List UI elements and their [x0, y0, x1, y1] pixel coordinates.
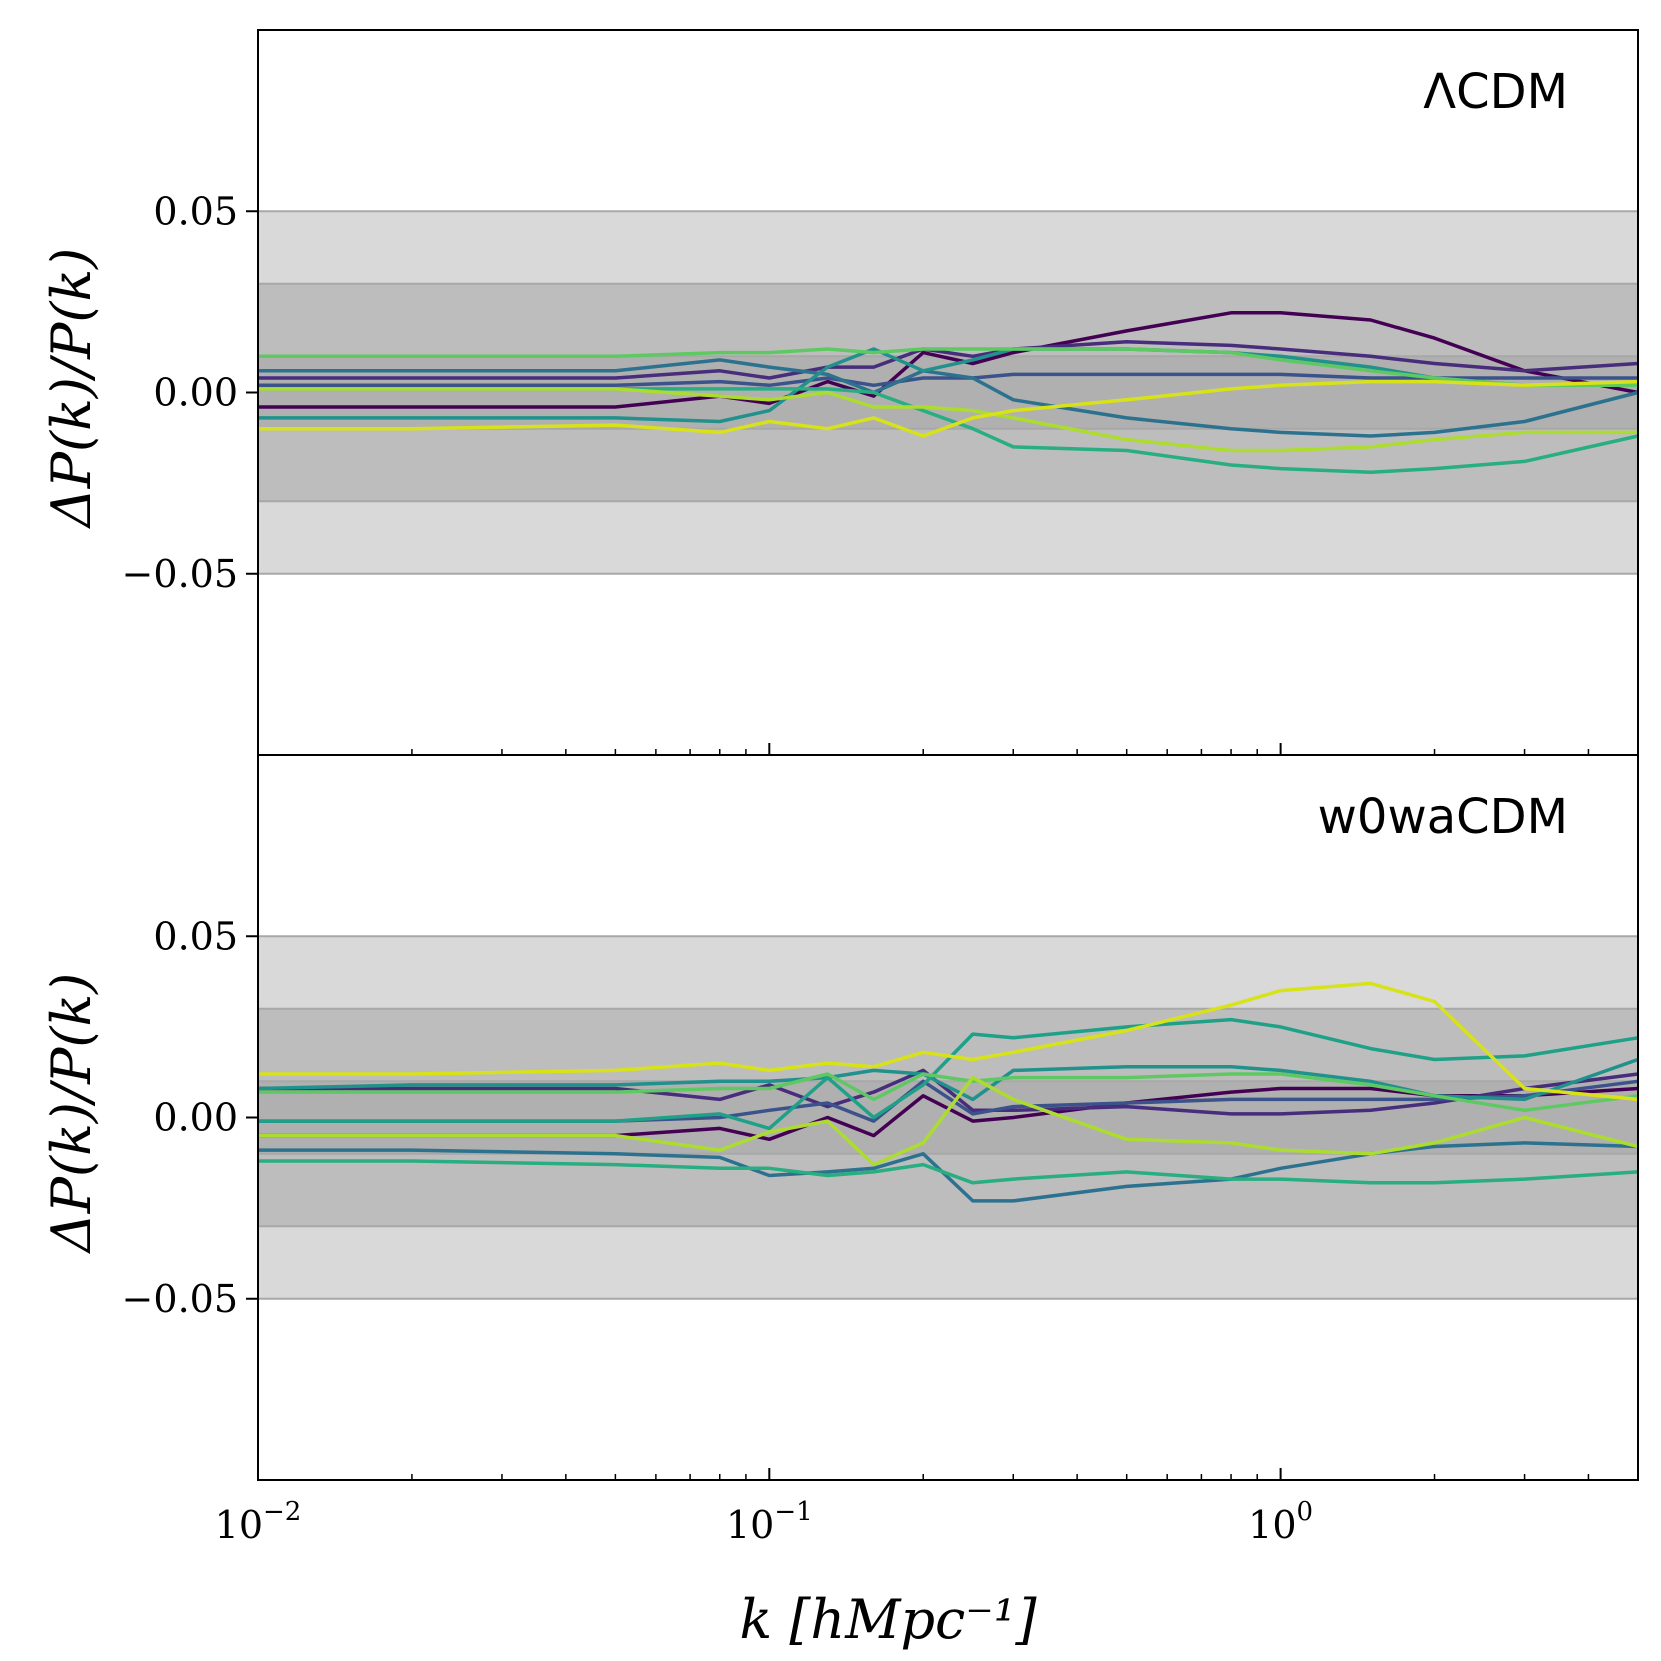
- series-group-top: [258, 311, 1639, 475]
- series-line-0: [258, 1086, 1639, 1142]
- y-tick-label-0: 0.05: [153, 189, 238, 233]
- y-ticks-top: 0.05 0.00 −0.05: [122, 189, 258, 596]
- y-ticks-bottom: 0.05 0.00 −0.05: [122, 914, 258, 1321]
- panel-lcdm: 0.05 0.00 −0.05 ΛCDM ΔP(k)/P(k): [40, 29, 1639, 756]
- series-line-1: [258, 340, 1639, 380]
- y-tick-label-1: 0.00: [153, 1096, 238, 1140]
- panel-w0wacdm: 10−2 10−1 100 0.05 0.00 −0.05 w0waCDM ΔP(k)/…: [40, 754, 1639, 1651]
- series-line-7: [258, 387, 1638, 453]
- x-tick-label-2: 100: [1248, 1497, 1313, 1547]
- series-line-2: [258, 1079, 1639, 1123]
- y-tick-label-0: 0.05: [153, 914, 238, 958]
- y-tick-label-2: −0.05: [122, 1277, 238, 1321]
- series-line-1: [258, 1068, 1639, 1116]
- series-line-4: [258, 347, 1638, 424]
- y-tick-label-1: 0.00: [153, 371, 238, 415]
- series-line-5: [258, 387, 1639, 475]
- series-line-0: [258, 311, 1639, 409]
- panel-label-w0wacdm: w0waCDM: [1318, 789, 1568, 845]
- series-line-9: [258, 981, 1639, 1102]
- series-line-4: [257, 1057, 1639, 1102]
- series-line-6: [258, 347, 1638, 388]
- y-tick-label-2: −0.05: [122, 552, 238, 596]
- series-line-7: [258, 1072, 1639, 1113]
- x-axis-label: k [hMpc⁻¹]: [739, 1588, 1037, 1651]
- series-line-5: [258, 1159, 1639, 1185]
- panel-label-lcdm: ΛCDM: [1423, 64, 1568, 120]
- x-tick-label-0: 10−2: [215, 1497, 302, 1547]
- series-line-8: [258, 1075, 1639, 1167]
- series-line-8: [258, 379, 1639, 438]
- y-axis-label-bottom: ΔP(k)/P(k): [40, 973, 103, 1255]
- shaded-bands-bottom: [258, 935, 1638, 1300]
- series-line-3: [258, 358, 1639, 438]
- y-axis-label-top: ΔP(k)/P(k): [40, 248, 103, 530]
- x-ticks-bottom: 10−2 10−1 100: [215, 1497, 1313, 1547]
- series-group-bottom: [257, 981, 1639, 1203]
- shaded-bands-top: [258, 210, 1638, 575]
- x-minor-ticks-bottom: [257, 1468, 1639, 1480]
- x-tick-label-1: 10−1: [726, 1497, 813, 1547]
- series-line-6: [258, 1017, 1639, 1131]
